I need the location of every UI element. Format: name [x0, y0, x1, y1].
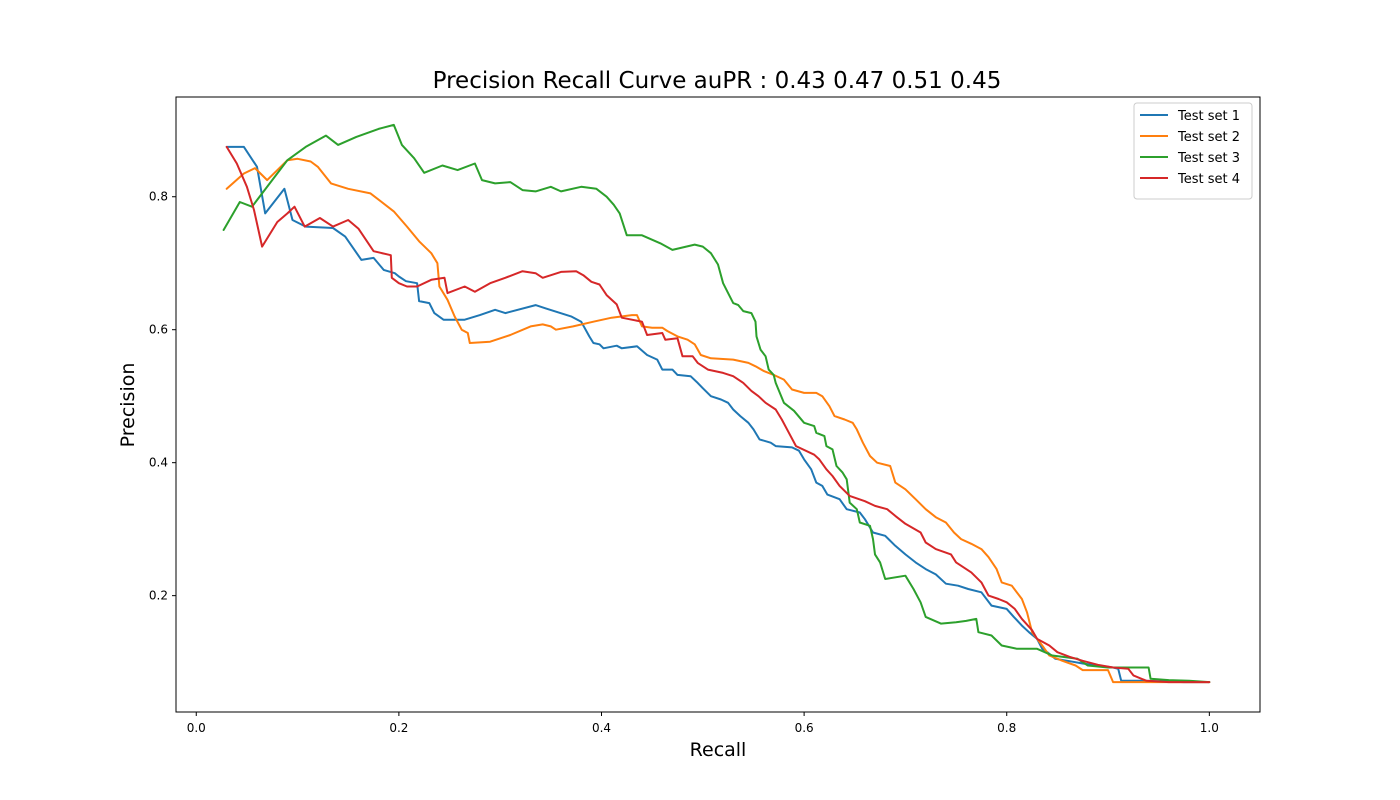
- y-tick-label: 0.8: [149, 190, 168, 204]
- x-tick-label: 0.2: [389, 721, 408, 735]
- plot-area: [175, 96, 1261, 713]
- x-tick-label: 0.6: [795, 721, 814, 735]
- x-tick-label: 0.4: [592, 721, 611, 735]
- series-line-test-set-2: [225, 157, 1211, 684]
- legend-label: Test set 3: [1177, 151, 1240, 166]
- y-tick-label: 0.2: [149, 589, 168, 603]
- legend-box: [1133, 102, 1253, 200]
- y-tick-label: 0.6: [149, 323, 168, 337]
- y-axis-label: Precision: [117, 363, 139, 448]
- series-line-test-set-3: [222, 123, 1211, 684]
- legend-label: Test set 1: [1177, 109, 1240, 124]
- chart-title: Precision Recall Curve auPR : 0.43 0.47 …: [433, 68, 1002, 94]
- series-line-test-set-4: [225, 145, 1211, 684]
- axes-frame: [175, 96, 1261, 713]
- x-tick-label: 0.0: [187, 721, 206, 735]
- legend-label: Test set 2: [1177, 130, 1240, 145]
- y-axis: 0.2 0.4 0.6 0.8: [149, 190, 176, 603]
- x-tick-label: 0.8: [997, 721, 1016, 735]
- series-layer: [222, 123, 1211, 684]
- x-tick-label: 1.0: [1200, 721, 1219, 735]
- x-axis: 0.0 0.2 0.4 0.6 0.8 1.0: [187, 712, 1219, 735]
- legend-label: Test set 4: [1177, 172, 1240, 187]
- y-tick-label: 0.4: [149, 456, 168, 470]
- legend: Test set 1 Test set 2 Test set 3 Test set 4: [1133, 102, 1253, 200]
- series-line-test-set-1: [225, 145, 1211, 684]
- x-axis-label: Recall: [690, 739, 747, 761]
